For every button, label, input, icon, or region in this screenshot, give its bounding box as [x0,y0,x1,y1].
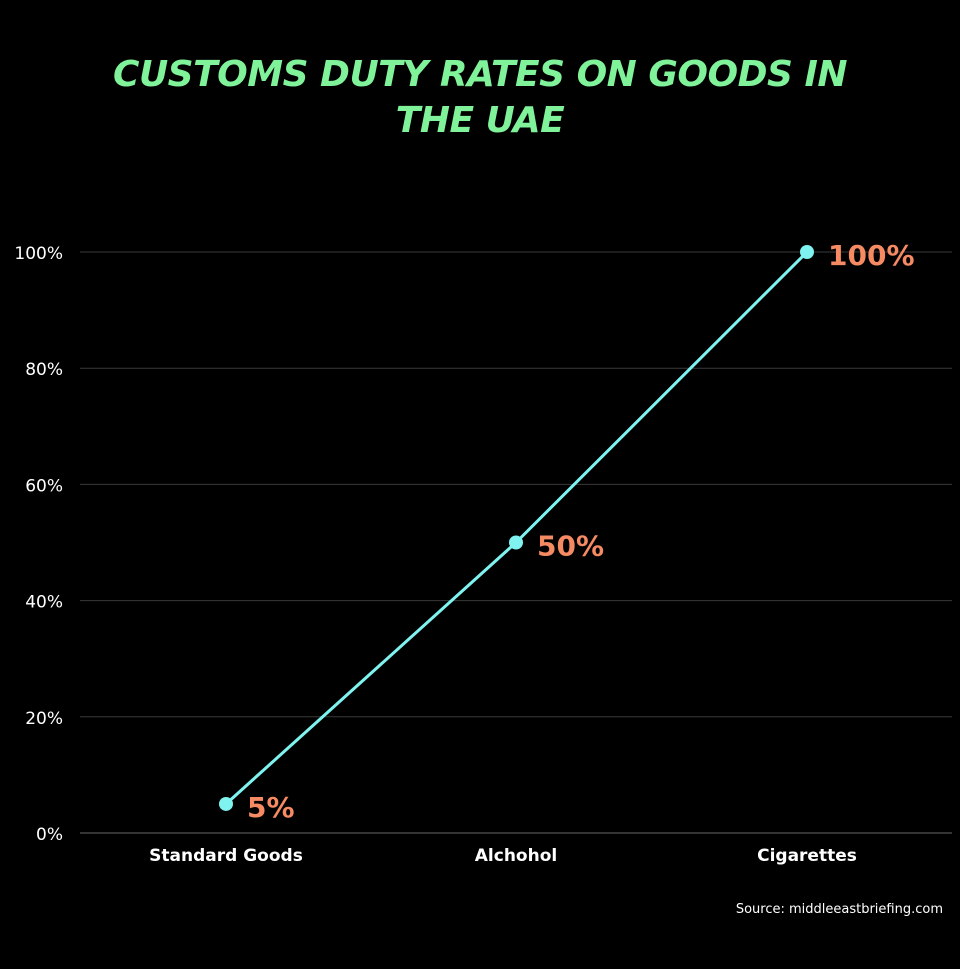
data-label: 50% [537,530,604,563]
x-tick-label: Standard Goods [149,846,303,866]
y-tick-label: 80% [25,360,63,380]
series [219,245,814,811]
series-line [224,250,809,806]
x-axis-ticks: Standard Goods Alchohol Cigarettes [149,846,857,866]
data-point [509,535,523,550]
data-label: 5% [247,791,295,824]
data-point [219,796,233,811]
y-tick-label: 20% [25,709,63,729]
y-axis-ticks: 0% 20% 40% 60% 80% 100% [14,244,63,845]
chart-title-line-1: CUSTOMS DUTY RATES ON GOODS IN [113,54,847,95]
y-tick-label: 40% [25,593,63,613]
x-tick-label: Alchohol [475,846,557,866]
chart-title: CUSTOMS DUTY RATES ON GOODS IN THE UAE [0,52,960,144]
data-label: 100% [828,239,915,272]
y-tick-label: 60% [25,476,63,496]
y-tick-label: 0% [36,825,63,845]
x-tick-label: Cigarettes [757,846,857,866]
data-labels: 5% 50% 100% [247,239,915,824]
data-point [800,245,814,259]
y-tick-label: 100% [14,244,63,264]
source-note: Source: middleeastbriefing.com [735,902,943,917]
chart-title-line-2: THE UAE [395,100,565,141]
